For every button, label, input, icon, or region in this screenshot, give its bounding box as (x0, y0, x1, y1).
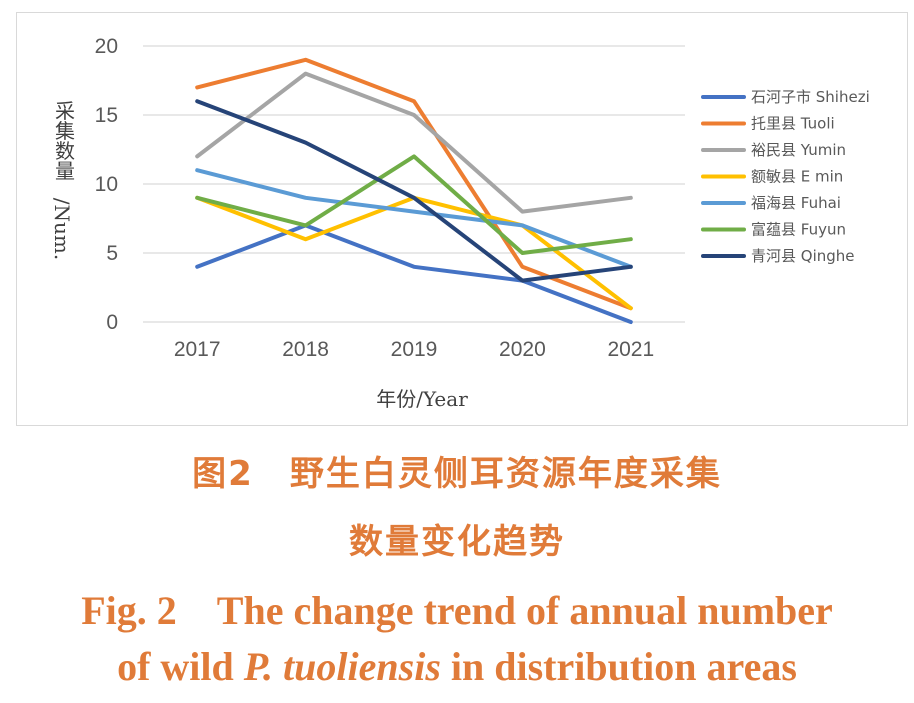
y-tick-labels: 0 5 10 15 20 (95, 35, 118, 334)
x-tick-labels: 2017 2018 2019 2020 2021 (174, 338, 654, 361)
x-tick-label: 2021 (607, 338, 654, 361)
gridlines (143, 45, 685, 323)
series-line-7 (195, 99, 633, 283)
series-line-2 (195, 57, 633, 311)
series-lines (195, 57, 633, 324)
x-axis-title: 年份/Year (376, 387, 468, 411)
caption-en-prefix: of wild (117, 644, 244, 689)
x-tick-label: 2020 (499, 338, 546, 361)
caption-cn-line-1: 图2 野生白灵侧耳资源年度采集 (192, 454, 722, 494)
caption-en-species: P. tuoliensis (243, 644, 441, 689)
caption-en-suffix: in distribution areas (440, 644, 797, 689)
caption-cn-line-2: 数量变化趋势 (349, 522, 565, 562)
series-line-3 (195, 71, 633, 214)
series-line-1 (195, 223, 633, 324)
y-axis-title-cn: 采集数量 (55, 99, 75, 183)
y-tick-label: 15 (95, 104, 118, 127)
legend: 石河子市 Shihezi 托里县 Tuoli 裕民县 Yumin 额敏县 E min 福… (701, 88, 870, 265)
x-tick-label: 2019 (391, 338, 438, 361)
legend-label: 托里县 Tuoli (751, 115, 835, 133)
legend-label: 额敏县 E min (751, 168, 843, 186)
y-tick-label: 20 (95, 35, 118, 58)
y-axis-title-en: /Num. (50, 198, 74, 260)
y-tick-label: 5 (106, 242, 118, 265)
caption-en-line-2: of wild P. tuoliensis in distribution ar… (0, 643, 914, 690)
caption-en-line-1: Fig. 2 The change trend of annual number (81, 588, 833, 633)
y-tick-label: 10 (95, 173, 118, 196)
legend-label: 富蕴县 Fuyun (751, 221, 846, 239)
legend-label: 福海县 Fuhai (751, 194, 841, 212)
y-axis-title: 采集数量/Num. (50, 99, 75, 260)
series-line-5 (195, 168, 633, 269)
y-tick-label: 0 (106, 311, 118, 334)
series-line-6 (195, 154, 633, 255)
legend-label: 裕民县 Yumin (751, 141, 846, 159)
legend-label: 石河子市 Shihezi (751, 88, 870, 106)
line-chart: 0 5 10 15 20 2017 2018 2019 2020 2021 石河子市 Shihe… (50, 35, 870, 411)
x-tick-label: 2017 (174, 338, 221, 361)
chart-panel: 0 5 10 15 20 2017 2018 2019 2020 2021 石河子市 Shihe… (16, 12, 908, 426)
x-tick-label: 2018 (282, 338, 329, 361)
legend-label: 青河县 Qinghe (751, 247, 855, 265)
